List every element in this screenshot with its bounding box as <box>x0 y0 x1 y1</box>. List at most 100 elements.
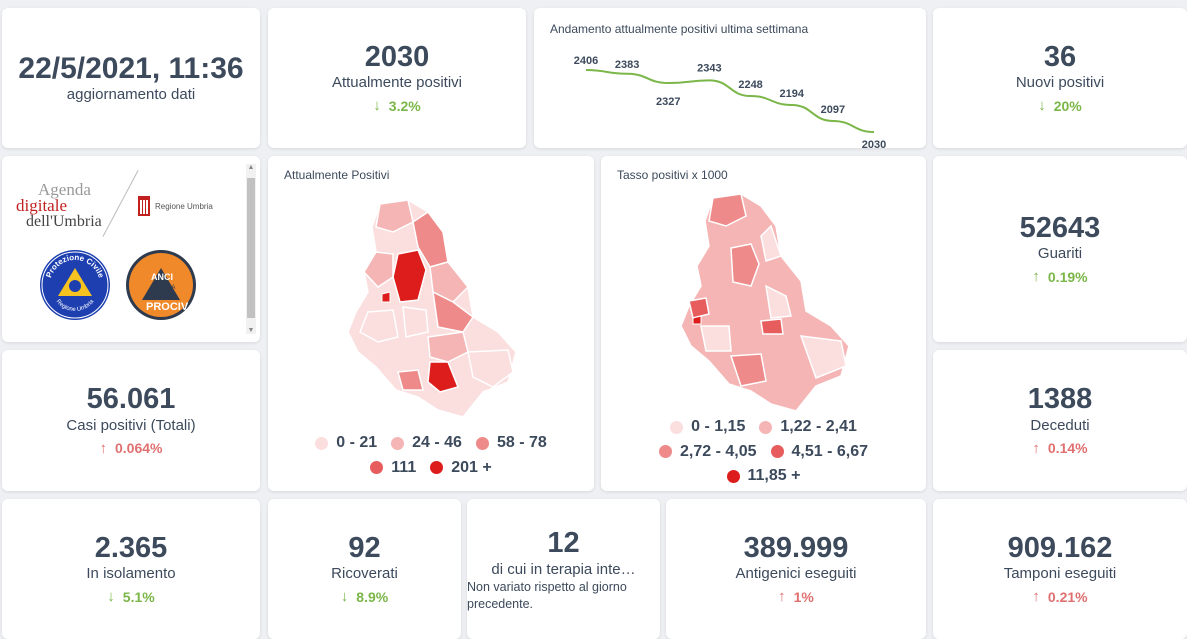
legend-swatch <box>770 445 784 458</box>
update-label: aggiornamento dati <box>66 86 196 104</box>
isolamento-delta: ↓ 5.1% <box>107 588 155 606</box>
anci-umbria-prociv-logo: ANCI UMBRIA PROCIV <box>126 250 196 320</box>
map-tasso-legend: 0 - 1,15 1,22 - 2,41 2,72 - 4,05 4,51 - 6,6… <box>601 416 926 490</box>
tamponi-label: Tamponi eseguiti <box>1003 565 1117 583</box>
ricoverati-card[interactable]: 92 Ricoverati ↓ 8.9% <box>268 499 461 639</box>
antigenici-value: 389.999 <box>743 531 849 564</box>
terapia-note: Non variato rispetto al giorno precedent… <box>467 580 627 611</box>
legend-item[interactable]: 58 - 78 <box>475 432 547 454</box>
legend-swatch <box>430 461 444 474</box>
casi-totali-label: Casi positivi (Totali) <box>66 416 196 434</box>
umbria-map-tasso[interactable] <box>601 186 926 416</box>
legend-swatch <box>475 436 489 450</box>
terapia-label: di cui in terapia inte… <box>491 561 636 578</box>
trend-chart: 2406 2383 2327 2343 2248 2194 2097 2030 <box>574 55 886 148</box>
svg-text:UMBRIA: UMBRIA <box>152 285 175 291</box>
regione-umbria-logo: Regione Umbria <box>137 194 213 218</box>
trend-data-label: 2194 <box>779 88 804 100</box>
trend-data-label: 2383 <box>615 59 639 71</box>
arrow-down-icon: ↓ <box>1038 97 1046 115</box>
attualmente-positivi-card[interactable]: 2030 Attualmente positivi ↓ 3.2% <box>268 8 526 148</box>
logos-scrollbar[interactable]: ▲ ▼ <box>246 164 256 334</box>
trend-data-label: 2030 <box>862 139 886 148</box>
isolamento-card[interactable]: 2.365 In isolamento ↓ 5.1% <box>2 499 260 639</box>
legend-item[interactable]: 0 - 1,15 <box>670 416 745 438</box>
legend-item[interactable]: 1,22 - 2,41 <box>759 416 857 438</box>
terapia-value: 12 <box>547 527 580 559</box>
umbria-map-positivi[interactable] <box>268 192 594 432</box>
map-positivi-legend: 0 - 21 24 - 46 58 - 78 111 201 + <box>268 432 594 481</box>
legend-swatch <box>726 469 740 483</box>
legend-item[interactable]: 11,85 + <box>726 465 801 487</box>
nuovi-positivi-label: Nuovi positivi <box>1015 74 1105 92</box>
agenda-digitale-logo: Agenda digitale dell'Umbria <box>16 180 102 231</box>
legend-swatch <box>391 436 405 450</box>
trend-chart-card[interactable]: Andamento attualmente positivi ultima se… <box>534 8 926 148</box>
legend-label: 24 - 46 <box>412 434 462 451</box>
arrow-up-icon: ↑ <box>1032 588 1040 606</box>
legend-label: 0 - 21 <box>336 434 378 451</box>
arrow-down-icon: ↓ <box>373 97 381 115</box>
map-positivi-title: Attualmente Positivi <box>284 168 390 182</box>
legend-item[interactable]: 0 - 21 <box>315 432 377 454</box>
legend-item[interactable]: 2,72 - 4,05 <box>659 441 757 463</box>
tamponi-value: 909.162 <box>1007 531 1113 564</box>
guariti-card[interactable]: 52643 Guariti ↑ 0.19% <box>933 156 1187 342</box>
casi-totali-card[interactable]: 56.061 Casi positivi (Totali) ↑ 0.064% <box>2 350 260 491</box>
legend-label: 11,85 + <box>747 467 801 484</box>
guariti-label: Guariti <box>1037 245 1083 263</box>
scroll-thumb[interactable] <box>247 178 255 318</box>
tamponi-card[interactable]: 909.162 Tamponi eseguiti ↑ 0.21% <box>933 499 1187 639</box>
antigenici-label: Antigenici eseguiti <box>735 565 857 583</box>
deceduti-card[interactable]: 1388 Deceduti ↑ 0.14% <box>933 350 1187 491</box>
nuovi-positivi-card[interactable]: 36 Nuovi positivi ↓ 20% <box>933 8 1187 148</box>
terapia-card[interactable]: 12 di cui in terapia inte… Non variato r… <box>467 499 660 639</box>
casi-totali-value: 56.061 <box>86 383 176 416</box>
arrow-up-icon: ↑ <box>1032 268 1040 286</box>
legend-item[interactable]: 4,51 - 6,67 <box>770 441 869 463</box>
trend-chart-title: Andamento attualmente positivi ultima se… <box>550 22 809 36</box>
trend-data-label: 2097 <box>821 104 845 116</box>
attualmente-positivi-value: 2030 <box>364 40 430 73</box>
map-tasso-card[interactable]: Tasso positivi x 1000 0 - 1,15 1,22 - 2,4… <box>601 156 926 491</box>
update-datetime: 22/5/2021, 11:36 <box>18 51 244 85</box>
attualmente-positivi-label: Attualmente positivi <box>331 74 463 92</box>
ricoverati-value: 92 <box>348 531 381 564</box>
antigenici-card[interactable]: 389.999 Antigenici eseguiti ↑ 1% <box>666 499 926 639</box>
trend-data-label: 2327 <box>656 96 680 108</box>
arrow-up-icon: ↑ <box>1032 439 1040 457</box>
guariti-delta: ↑ 0.19% <box>1032 268 1088 286</box>
nuovi-positivi-delta: ↓ 20% <box>1038 97 1082 115</box>
legend-label: 1,22 - 2,41 <box>780 418 857 435</box>
ricoverati-label: Ricoverati <box>331 565 398 583</box>
deceduti-value: 1388 <box>1027 383 1093 416</box>
legend-swatch <box>315 436 329 450</box>
legend-item[interactable]: 201 + <box>430 457 492 479</box>
update-card: 22/5/2021, 11:36 aggiornamento dati <box>2 8 260 148</box>
legend-swatch <box>759 420 773 434</box>
arrow-down-icon: ↓ <box>107 588 115 606</box>
arrow-up-icon: ↑ <box>99 439 108 457</box>
attualmente-positivi-delta: ↓ 3.2% <box>373 97 421 115</box>
trend-data-label: 2343 <box>697 62 721 74</box>
map-tasso-title: Tasso positivi x 1000 <box>617 168 728 182</box>
trend-data-label: 2248 <box>738 79 762 91</box>
tamponi-delta: ↑ 0.21% <box>1032 588 1088 606</box>
legend-item[interactable]: 24 - 46 <box>391 432 462 454</box>
casi-totali-delta: ↑ 0.064% <box>99 439 163 457</box>
svg-text:PROCIV: PROCIV <box>146 301 189 313</box>
arrow-down-icon: ↓ <box>340 588 349 606</box>
protezione-civile-logo: Protezione Civile Regione Umbria <box>40 250 110 320</box>
logos-card: Agenda digitale dell'Umbria Regione Umbr… <box>2 156 260 342</box>
scroll-down-icon[interactable]: ▼ <box>247 327 255 334</box>
deceduti-label: Deceduti <box>1030 416 1090 434</box>
deceduti-delta: ↑ 0.14% <box>1032 439 1088 457</box>
isolamento-label: In isolamento <box>86 565 176 583</box>
legend-label: 111 <box>391 458 417 476</box>
regione-crest-icon <box>138 196 150 216</box>
legend-label: 4,51 - 6,67 <box>791 442 869 460</box>
guariti-value: 52643 <box>1019 211 1101 244</box>
map-positivi-card[interactable]: Attualmente Positivi 0 - 21 24 - 46 58 - 7… <box>268 156 594 491</box>
legend-item[interactable]: 111 <box>370 457 416 479</box>
scroll-up-icon[interactable]: ▲ <box>247 164 255 171</box>
